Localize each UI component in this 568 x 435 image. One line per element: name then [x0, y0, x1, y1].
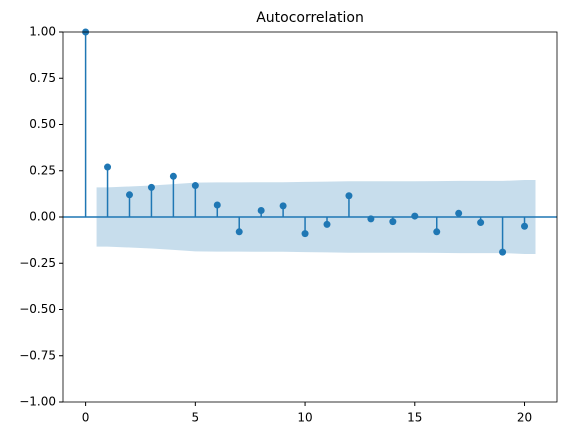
- x-tick-label: 15: [407, 411, 422, 425]
- marker: [389, 218, 397, 226]
- y-tick-label: −0.50: [19, 302, 56, 316]
- y-tick-label: 0.25: [29, 163, 56, 177]
- chart-title: Autocorrelation: [256, 10, 364, 26]
- marker: [279, 202, 287, 210]
- marker: [235, 228, 243, 236]
- marker: [257, 207, 265, 215]
- y-tick-label: −0.75: [19, 348, 56, 362]
- marker: [323, 220, 331, 228]
- y-tick-label: 0.00: [29, 210, 56, 224]
- marker: [455, 209, 463, 217]
- x-tick-label: 0: [82, 411, 90, 425]
- marker: [499, 248, 507, 256]
- y-tick-label: −1.00: [19, 395, 56, 409]
- marker: [213, 201, 221, 209]
- marker: [147, 183, 155, 191]
- x-tick-label: 20: [517, 411, 532, 425]
- y-tick-label: 0.50: [29, 117, 56, 131]
- x-tick-label: 5: [192, 411, 200, 425]
- marker: [345, 192, 353, 200]
- marker: [433, 228, 441, 236]
- marker: [411, 212, 419, 220]
- marker: [521, 222, 529, 230]
- x-tick-label: 10: [297, 411, 312, 425]
- marker: [191, 182, 199, 190]
- y-tick-label: 0.75: [29, 71, 56, 85]
- marker: [301, 230, 309, 238]
- marker: [477, 219, 485, 227]
- y-tick-label: 1.00: [29, 25, 56, 39]
- marker: [125, 191, 133, 199]
- marker: [367, 215, 375, 223]
- marker: [169, 172, 177, 180]
- marker: [104, 163, 112, 171]
- y-tick-label: −0.25: [19, 256, 56, 270]
